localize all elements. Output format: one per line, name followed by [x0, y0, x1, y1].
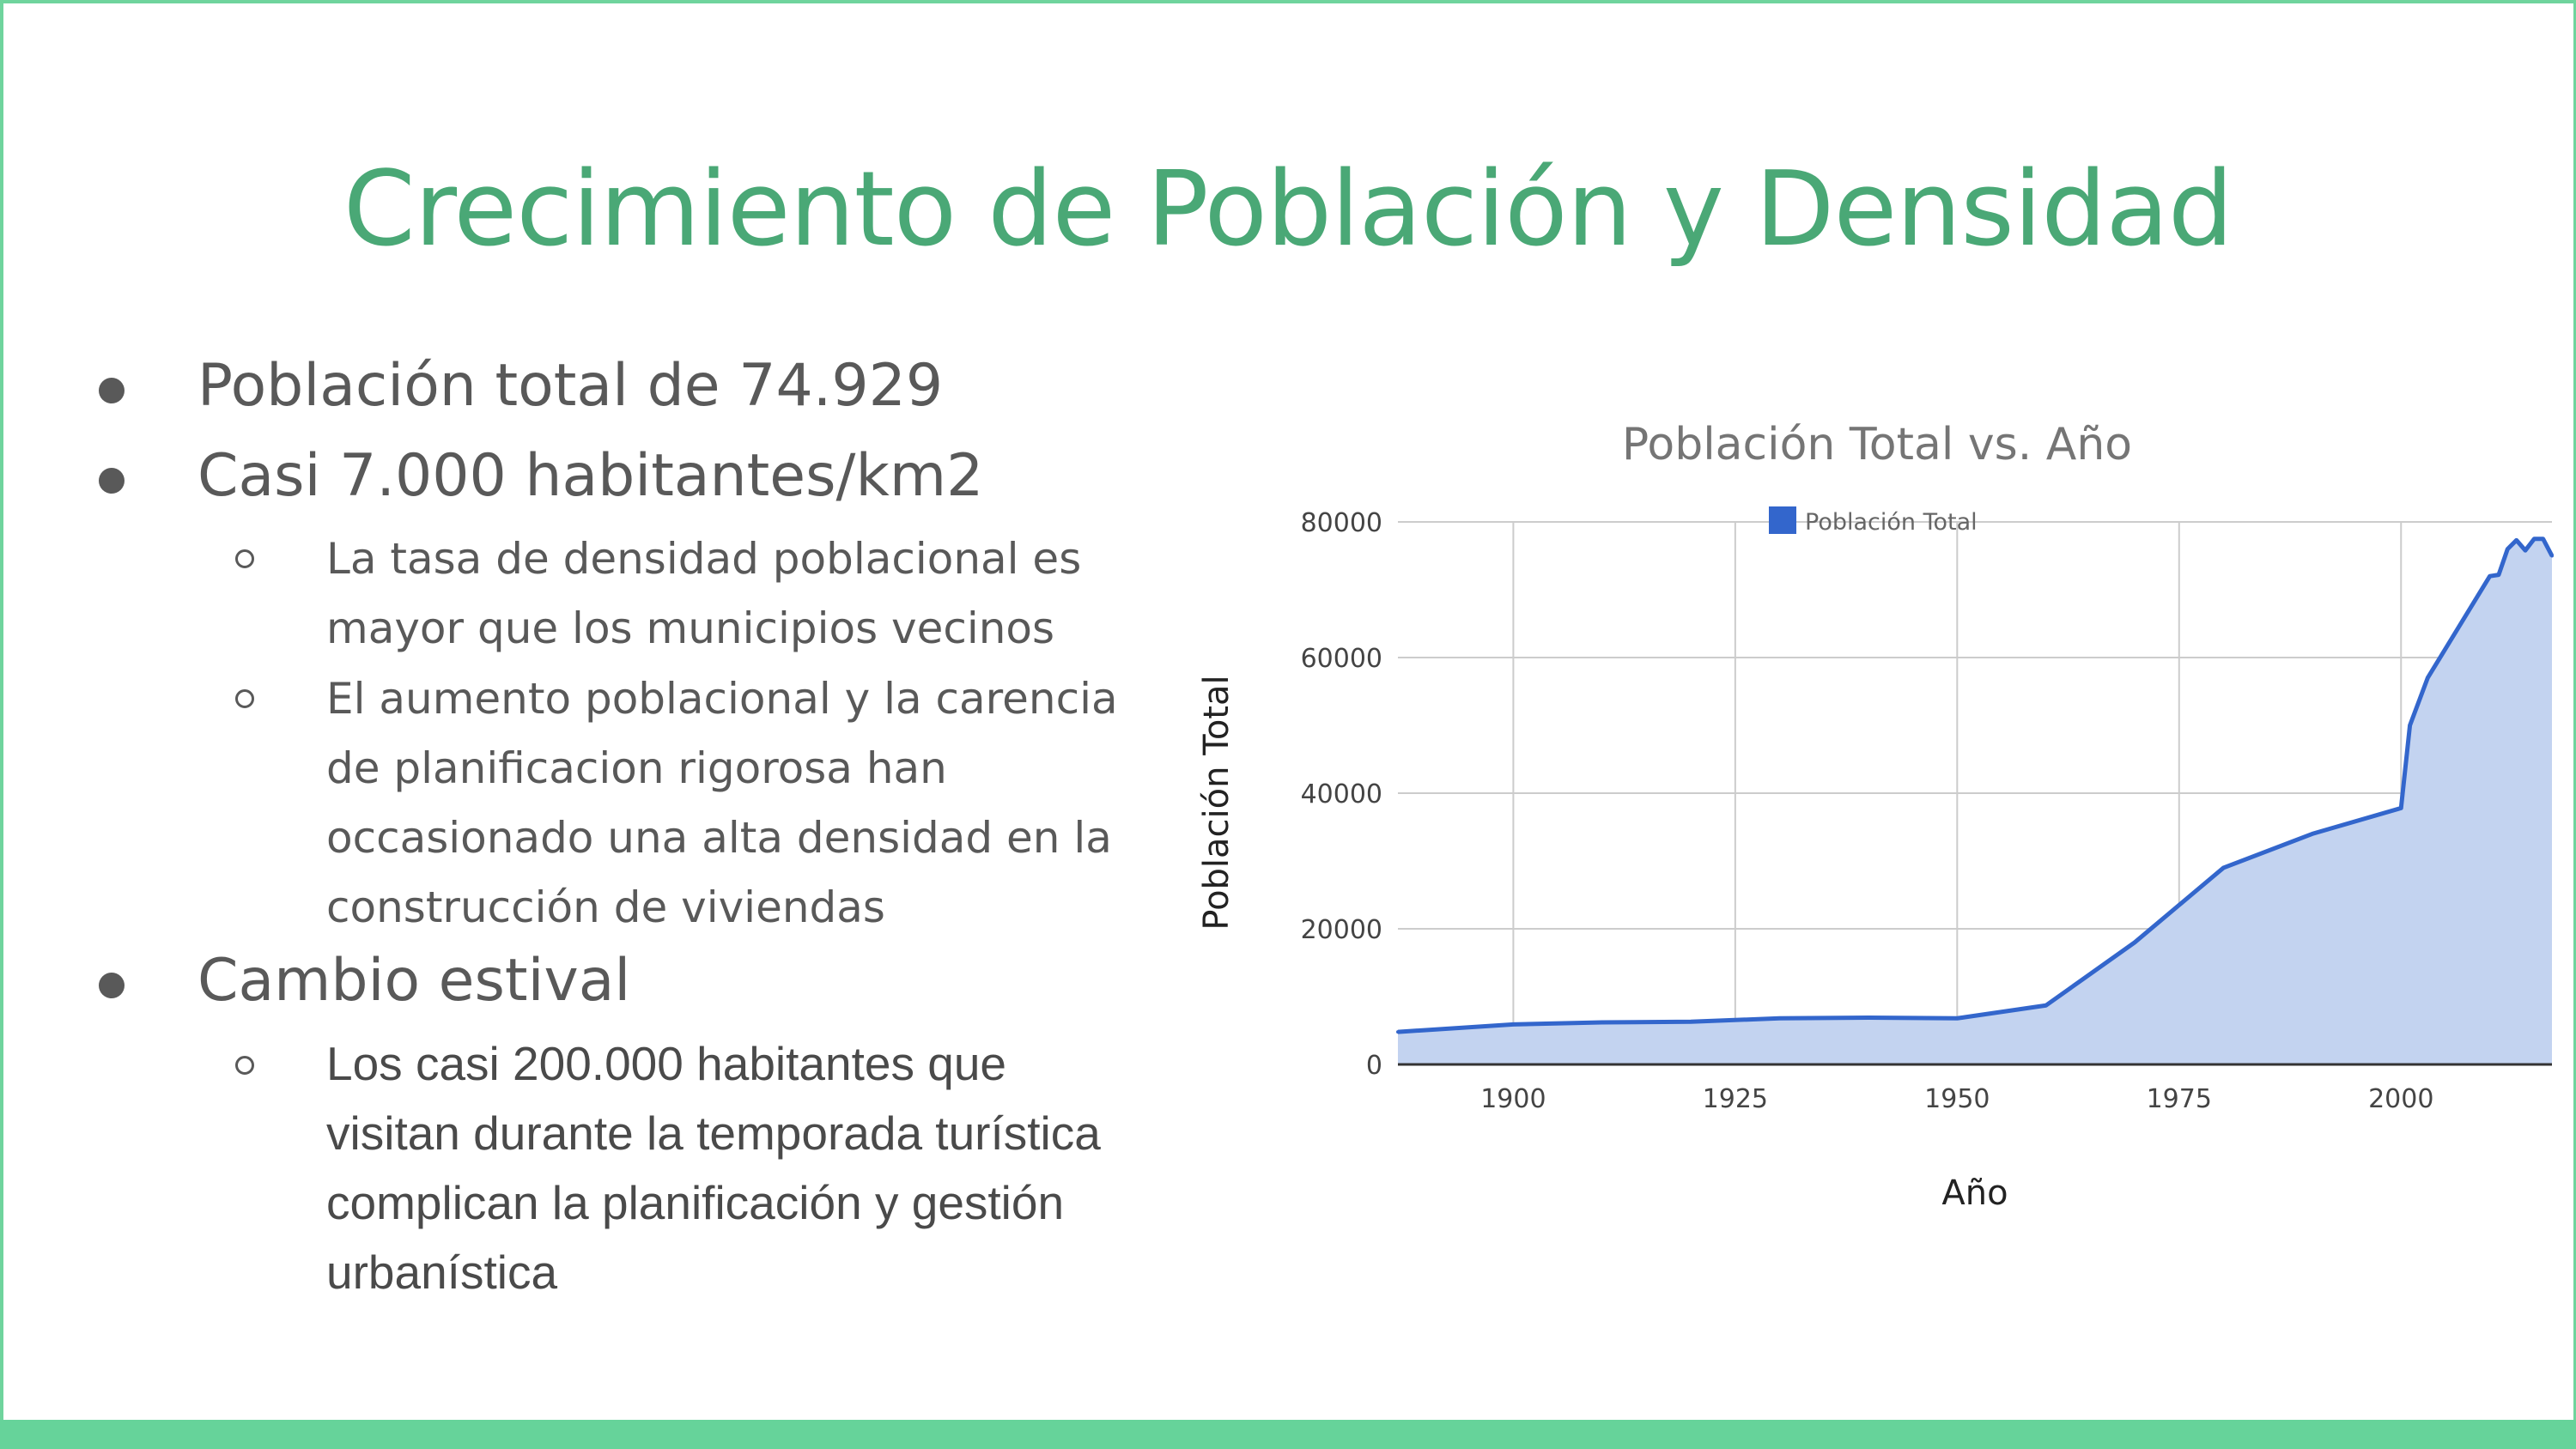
data-point: [2221, 865, 2226, 870]
slide-border-right: [2573, 0, 2576, 1449]
population-chart: Población Total vs. Año Año Población To…: [1185, 395, 2576, 1253]
legend: Población Total: [1769, 506, 1985, 536]
legend-label: Población Total: [1805, 509, 1978, 536]
data-point: [2408, 724, 2412, 727]
series-area-fill: [1398, 538, 2552, 1064]
y-tick-label: 40000: [1301, 779, 1382, 809]
population-area-chart: Población Total vs. Año Año Población To…: [1197, 419, 2555, 1213]
sub-bullet-tourists: Los casi 200.000 habitantes que visitan …: [326, 1037, 1101, 1299]
data-point: [1777, 1016, 1782, 1021]
data-point: [1955, 1016, 1959, 1021]
data-point: [1600, 1021, 1604, 1025]
bullet-dot: [99, 468, 125, 494]
sub-bullet-ring: [235, 549, 254, 568]
x-axis-label: Año: [1941, 1173, 2008, 1213]
bullet-summer: Cambio estival: [197, 947, 631, 1015]
slide-bottom-band: [0, 1420, 2576, 1449]
data-point: [2523, 549, 2527, 553]
data-point: [1511, 1022, 1516, 1027]
sub-bullet-planning: El aumento poblacional y la carencia de …: [326, 674, 1118, 932]
data-point: [1689, 1020, 1693, 1024]
x-tick-label: 1925: [1703, 1084, 1768, 1114]
bullet-density: Casi 7.000 habitantes/km2: [197, 442, 984, 510]
data-point: [2496, 573, 2500, 577]
slide-title: Crecimiento de Población y Densidad: [343, 150, 2233, 270]
data-point: [2550, 554, 2554, 558]
data-point: [2514, 538, 2518, 543]
data-point: [2506, 547, 2510, 551]
data-point: [2133, 940, 2137, 944]
series-line: [1397, 537, 2555, 1034]
y-tick-label: 80000: [1301, 508, 1382, 538]
sub-bullet-neighbors: La tasa de densidad poblacional es mayor…: [326, 534, 1082, 653]
data-point: [2488, 574, 2492, 579]
y-tick-label: 0: [1366, 1051, 1382, 1081]
slide-border-left: [0, 0, 3, 1449]
chart-title: Población Total vs. Año: [1622, 419, 2132, 470]
sub-bullet-ring: [235, 689, 254, 708]
x-tick-label: 1900: [1480, 1084, 1546, 1114]
series-area: [1396, 537, 2555, 1066]
bullet-list: Población total de 74.929 Casi 7.000 hab…: [0, 0, 1202, 1373]
bullet-dot: [99, 378, 125, 403]
y-tick-label: 60000: [1301, 644, 1382, 674]
data-point: [2044, 1003, 2048, 1008]
bullet-dot: [99, 973, 125, 998]
data-point: [2541, 537, 2545, 541]
data-point: [2532, 537, 2537, 541]
data-point: [2426, 676, 2430, 680]
data-point: [2399, 806, 2403, 810]
y-tick-label: 20000: [1301, 915, 1382, 945]
data-point: [2310, 832, 2314, 836]
x-tick-label: 1950: [1924, 1084, 1990, 1114]
bullet-population: Población total de 74.929: [197, 352, 944, 420]
data-point: [1866, 1016, 1870, 1020]
y-axis-label: Población Total: [1197, 675, 1236, 930]
data-point: [1396, 1030, 1400, 1034]
legend-swatch: [1769, 506, 1796, 534]
x-tick-label: 1975: [2147, 1084, 2212, 1114]
slide-border-top: [0, 0, 2576, 3]
x-tick-label: 2000: [2368, 1084, 2433, 1114]
sub-bullet-ring: [235, 1056, 254, 1075]
axis-ticks: 0 20000 40000 60000 80000 1900 1925 1950 1975 200…: [1301, 508, 2434, 1114]
